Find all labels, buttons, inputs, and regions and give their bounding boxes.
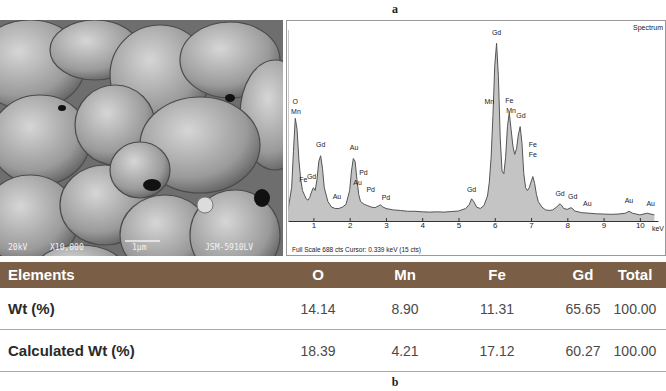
- peak-label: Au: [350, 144, 359, 151]
- micrograph-info: JSM-5910LV: [205, 243, 253, 252]
- peak-label: Fe: [529, 141, 537, 148]
- table-header-cell: Fe: [488, 266, 506, 283]
- x-tick: 2: [348, 218, 353, 230]
- grain: [110, 142, 170, 198]
- micrograph-info: 20kV: [8, 243, 27, 252]
- peak-label: O: [293, 98, 299, 105]
- table-header-cell: Total: [618, 266, 653, 283]
- peak-label: Pd: [359, 169, 368, 176]
- peak-label: Pd: [382, 194, 391, 201]
- x-tick-label: 9: [602, 221, 607, 230]
- grain: [0, 95, 90, 185]
- table-cell: 100.00: [614, 301, 657, 317]
- peak-label: Au: [625, 197, 634, 204]
- table-header-cell: O: [312, 266, 324, 283]
- y-axis-line: [288, 30, 289, 221]
- pore: [143, 179, 161, 191]
- table-cell: 18.39: [300, 343, 335, 359]
- x-tick-label: 3: [384, 221, 389, 230]
- micrograph: [0, 20, 283, 256]
- peak-label: Gd: [316, 141, 325, 148]
- pore: [225, 94, 235, 102]
- peak-label: Fe: [505, 97, 513, 104]
- peak-label: Au: [353, 179, 362, 186]
- table-cell: 11.31: [480, 301, 514, 317]
- table: Elements O Mn Fe Gd Total Wt (%) 14.14 8.90 11.31…: [0, 262, 666, 372]
- peak-label: Au: [646, 200, 655, 207]
- x-tick-label: 8: [566, 221, 571, 230]
- x-tick-label: 1: [312, 221, 317, 230]
- pore: [58, 105, 66, 111]
- table-row-label: Calculated Wt (%): [8, 342, 135, 359]
- table-cell: 65.65: [565, 301, 600, 317]
- table-row-label: Wt (%): [8, 300, 55, 317]
- table-cell: 60.27: [565, 343, 600, 359]
- x-tick-label: 10: [636, 221, 645, 230]
- table-header-cell: Mn: [394, 266, 416, 283]
- micrograph-info: X10,000: [50, 243, 84, 252]
- x-axis: 1 2 3 4 5 6 7 8 9 10: [289, 218, 659, 230]
- peak-label: Mn: [291, 108, 301, 115]
- table-cell: 14.14: [300, 301, 335, 317]
- table-header-bg: [0, 262, 666, 288]
- table-cell: 4.21: [391, 343, 418, 359]
- table-header-cell: Gd: [573, 266, 594, 283]
- table-cell: 8.90: [391, 301, 418, 317]
- peak-label: Pd: [366, 186, 375, 193]
- annotations: OMnFeGdGdAuAuAuPdPdPdGdMnGdFeMnGdFeFeGdG…: [291, 29, 655, 207]
- peak-label: Gd: [555, 190, 564, 197]
- x-tick: 7: [529, 218, 534, 230]
- chart-title: Spectrum: [633, 24, 663, 32]
- x-tick: 5: [457, 218, 462, 230]
- peak-label: Gd: [516, 112, 525, 119]
- x-tick-label: 4: [420, 221, 425, 230]
- x-tick: 6: [493, 218, 498, 230]
- x-tick-label: 6: [493, 221, 498, 230]
- chart-footer: Full Scale 688 cts Cursor: 0.339 keV (15…: [292, 246, 421, 254]
- micrograph-info: 1μm: [132, 243, 147, 252]
- peak-label: Gd: [467, 186, 476, 193]
- table-header-cell: Elements: [8, 266, 75, 283]
- peak-label: Gd: [492, 29, 501, 36]
- peak-label: Au: [583, 200, 592, 207]
- x-tick: 10: [636, 218, 645, 230]
- plot-area: [288, 43, 654, 221]
- spectrum-area: [288, 43, 654, 221]
- x-tick: 9: [602, 218, 607, 230]
- scale-bar: [125, 240, 160, 242]
- peak-label: Gd: [568, 193, 577, 200]
- x-tick-label: 5: [457, 221, 462, 230]
- spectrum-frame: [287, 21, 666, 256]
- panel-label: a: [392, 2, 398, 16]
- pore: [254, 189, 270, 207]
- grain: [190, 190, 280, 256]
- figure: a 20kV X10,000 1μm JSM-5910LV 1 2 3 4 5 6 7 8 9 10 keV S…: [0, 0, 666, 391]
- peak-label: Gd: [307, 173, 316, 180]
- panel-label: b: [392, 375, 399, 389]
- table-row-rule: [0, 371, 666, 372]
- table-row-rule: [0, 329, 666, 330]
- table-cell: 17.12: [479, 343, 514, 359]
- x-axis-label: keV: [652, 225, 664, 232]
- peak-label: Au: [333, 193, 342, 200]
- x-tick: 8: [566, 218, 571, 230]
- spectrum-line: [288, 43, 654, 215]
- peak-label: Mn: [484, 98, 494, 105]
- x-tick: 3: [384, 218, 389, 230]
- peak-label: Fe: [529, 151, 537, 158]
- particle: [197, 197, 213, 213]
- x-tick-label: 7: [529, 221, 534, 230]
- x-tick-label: 2: [348, 221, 353, 230]
- peak-label: Mn: [506, 107, 516, 114]
- table-cell: 100.00: [614, 343, 657, 359]
- x-tick: 1: [312, 218, 317, 230]
- x-tick: 4: [420, 218, 425, 230]
